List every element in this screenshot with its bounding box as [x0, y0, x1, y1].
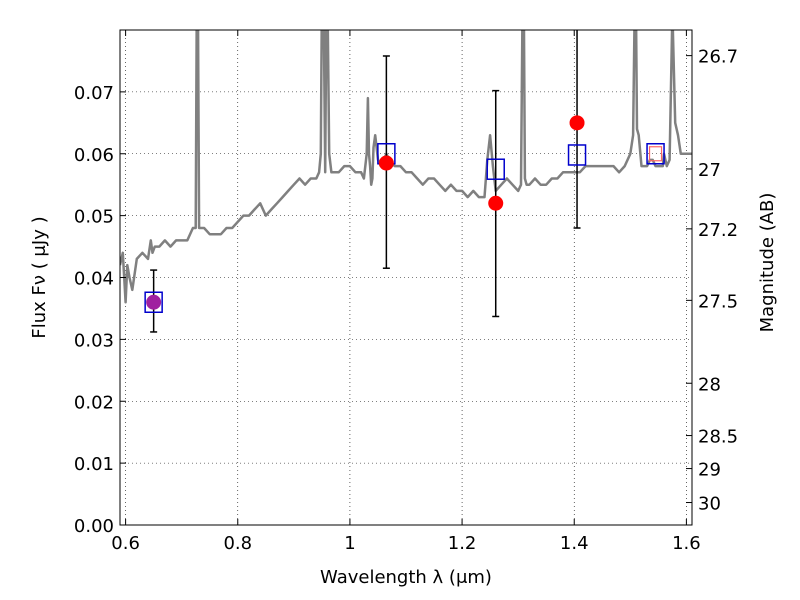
axis-ticks: 0.6 0.8 1 1.2 1.4 1.6 0.00 0.01 0.02 0.03 0.04 0.05…: [74, 30, 738, 554]
x-axis-label: Wavelength λ (μm): [320, 567, 492, 588]
mag-tick-label: 30: [698, 494, 721, 515]
mag-tick-label: 29: [698, 460, 721, 481]
y-axis-label: Flux Fν ( μJy ): [29, 216, 50, 338]
mag-tick-label: 28: [698, 374, 721, 395]
model-square: [144, 291, 163, 313]
mag-tick-label: 26.7: [698, 47, 738, 68]
y-tick-label: 0.03: [74, 330, 114, 351]
grid: [120, 30, 692, 525]
model-square: [646, 143, 665, 165]
observed-point: [488, 195, 504, 211]
x-tick-label: 0.6: [111, 533, 140, 554]
observed-point: [146, 294, 162, 310]
y-tick-label: 0.00: [74, 516, 114, 537]
mag-tick-label: 27.5: [698, 291, 738, 312]
observed-point: [378, 155, 394, 171]
photometry-points: [144, 30, 665, 333]
spectrum-line: [120, 30, 692, 304]
model-square: [486, 158, 505, 180]
mag-tick-label: 28.5: [698, 427, 738, 448]
y-tick-label: 0.05: [74, 207, 114, 228]
model-square: [567, 144, 587, 166]
model-spectrum: [120, 30, 692, 304]
y-tick-label: 0.07: [74, 83, 114, 104]
x-tick-label: 1.2: [448, 533, 477, 554]
upper-limit-marker: [648, 146, 663, 162]
x-tick-label: 1.6: [672, 533, 701, 554]
y-tick-label: 0.06: [74, 145, 114, 166]
x-tick-label: 0.8: [223, 533, 252, 554]
x-tick-label: 1: [344, 533, 355, 554]
observed-point: [569, 115, 585, 131]
x-tick-label: 1.4: [560, 533, 589, 554]
mag-tick-label: 27.2: [698, 220, 738, 241]
y-tick-label: 0.01: [74, 454, 114, 475]
y2-axis-label: Magnitude (AB): [757, 193, 778, 333]
mag-tick-label: 27: [698, 160, 721, 181]
y-tick-label: 0.04: [74, 269, 114, 290]
plot-frame: [119, 29, 693, 526]
y-tick-label: 0.02: [74, 392, 114, 413]
